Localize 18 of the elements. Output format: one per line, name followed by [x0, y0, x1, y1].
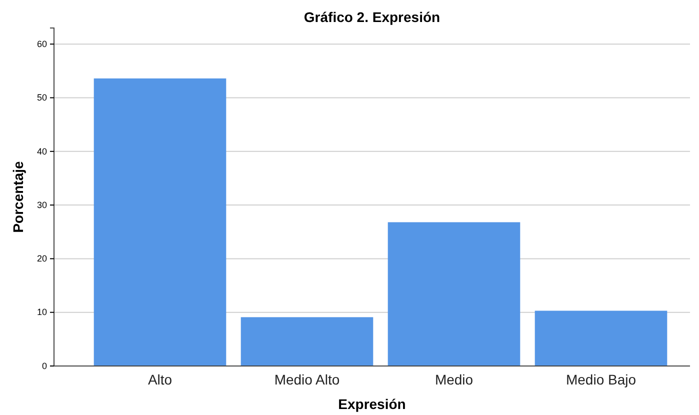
y-tick-label: 10	[36, 307, 47, 318]
x-tick-label: Medio Alto	[274, 371, 340, 388]
bar	[240, 317, 374, 366]
x-tick-label: Medio	[434, 371, 474, 388]
x-tick-label: Medio Bajo	[566, 371, 636, 388]
y-tick-label: 30	[36, 200, 47, 210]
chart-title: Gráfico 2. Expresión	[304, 9, 440, 25]
y-axis-title: Porcentaje	[10, 160, 26, 233]
y-tick-label: 40	[36, 146, 47, 156]
y-tick-label: 0	[42, 360, 47, 371]
y-tick-label: 50	[36, 92, 47, 103]
bar	[534, 310, 668, 366]
bar	[94, 78, 226, 366]
bar	[388, 222, 520, 366]
x-tick-label: Alto	[148, 371, 172, 388]
y-tick-label: 20	[36, 254, 47, 264]
x-axis-title: Expresión	[338, 396, 406, 412]
y-tick-label: 60	[36, 38, 47, 49]
